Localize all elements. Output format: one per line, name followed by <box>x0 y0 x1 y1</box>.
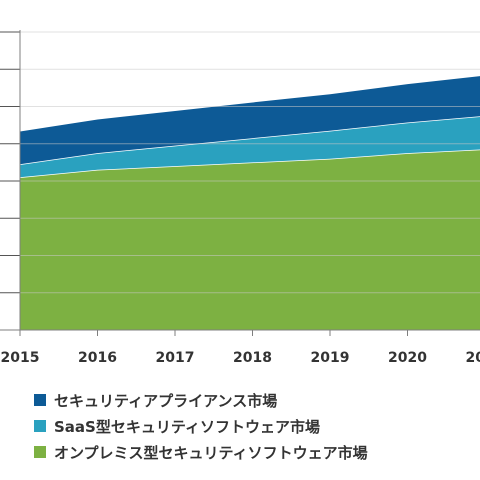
x-tick-label-2020: 2020 <box>388 350 427 366</box>
legend-item-on-premise: オンプレミス型セキュリティソフトウェア市場 <box>34 440 368 464</box>
x-tick-label-2016: 2016 <box>78 350 117 366</box>
legend-item-saas: SaaS型セキュリティソフトウェア市場 <box>34 414 368 438</box>
legend-swatch-on-premise <box>34 446 46 458</box>
legend-label-appliance: セキュリティアプライアンス市場 <box>54 391 278 410</box>
area-on-premise <box>20 149 480 330</box>
area-saas <box>20 116 480 178</box>
x-tick-label-2018: 2018 <box>233 350 272 366</box>
legend-label-saas: SaaS型セキュリティソフトウェア市場 <box>54 417 320 436</box>
legend-label-on-premise: オンプレミス型セキュリティソフトウェア市場 <box>54 443 368 462</box>
legend-swatch-saas <box>34 420 46 432</box>
area-appliance-edge <box>19 74 480 132</box>
area-appliance <box>20 75 480 165</box>
legend-item-appliance: セキュリティアプライアンス市場 <box>34 388 368 412</box>
x-tick-label-2015: 2015 <box>1 350 40 366</box>
x-tick-label-2019: 2019 <box>311 350 350 366</box>
x-tick-label-2021: 2021 <box>466 350 480 366</box>
x-tick-label-2017: 2017 <box>156 350 195 366</box>
legend-swatch-appliance <box>34 394 46 406</box>
stacked-area-chart: 2015 2016 2017 2018 2019 2020 2021 <box>0 30 480 366</box>
chart-legend: セキュリティアプライアンス市場 SaaS型セキュリティソフトウェア市場 オンプレ… <box>34 388 368 466</box>
